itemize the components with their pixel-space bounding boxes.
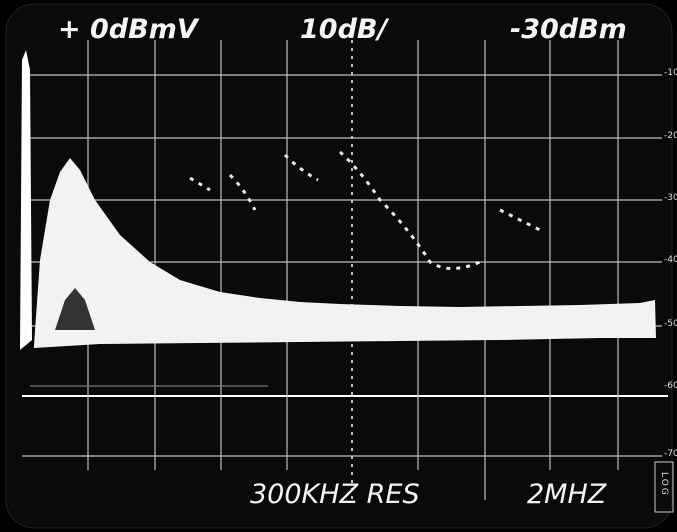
span: 2MHZ: [527, 479, 607, 510]
scale-label: -50: [664, 319, 677, 329]
scale-label: -40: [664, 255, 677, 265]
mode-box: [654, 461, 674, 513]
scale-label: -30: [664, 193, 677, 203]
spurious-signals: [189, 150, 541, 270]
scale-label: -70: [664, 449, 677, 459]
reference-level: + 0dBmV: [58, 14, 200, 45]
scale-labels: -10 -20 -30 -40 -50 -60 -70: [664, 68, 677, 459]
scale: 10dB/: [300, 14, 389, 45]
scale-label: -20: [664, 131, 677, 141]
center-level: -30dBm: [510, 14, 627, 45]
trace: [20, 50, 656, 350]
resolution: 300KHZ RES: [250, 479, 420, 510]
scale-label: -10: [664, 68, 677, 78]
scale-label: -60: [664, 381, 677, 391]
noise-band: [34, 158, 656, 348]
mode: LOG: [659, 472, 669, 497]
zero-spike: [20, 50, 32, 350]
trace-shadow: [55, 288, 95, 330]
